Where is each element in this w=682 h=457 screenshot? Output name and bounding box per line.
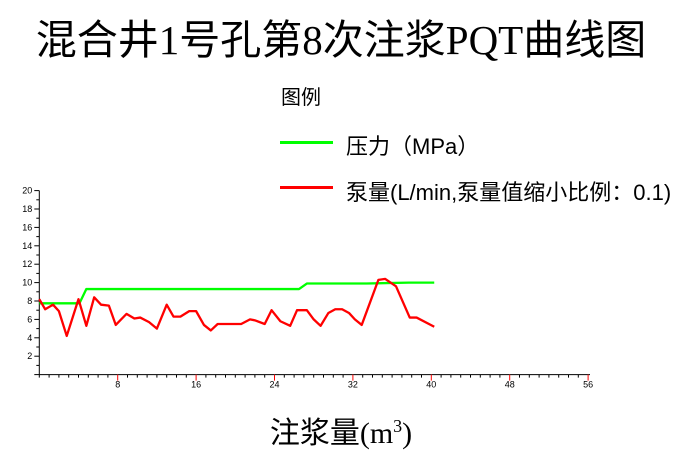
svg-text:4: 4 bbox=[27, 333, 32, 343]
svg-text:2: 2 bbox=[27, 351, 32, 361]
svg-text:6: 6 bbox=[27, 314, 32, 324]
svg-text:24: 24 bbox=[269, 380, 279, 390]
svg-text:40: 40 bbox=[426, 380, 436, 390]
svg-text:12: 12 bbox=[22, 259, 32, 269]
svg-text:48: 48 bbox=[505, 380, 515, 390]
svg-text:10: 10 bbox=[22, 278, 32, 288]
svg-text:20: 20 bbox=[22, 186, 32, 196]
svg-text:14: 14 bbox=[22, 241, 32, 251]
svg-text:8: 8 bbox=[115, 380, 120, 390]
svg-text:32: 32 bbox=[348, 380, 358, 390]
svg-text:8: 8 bbox=[27, 296, 32, 306]
svg-text:56: 56 bbox=[583, 380, 593, 390]
svg-text:18: 18 bbox=[22, 204, 32, 214]
svg-text:16: 16 bbox=[191, 380, 201, 390]
svg-text:16: 16 bbox=[22, 222, 32, 232]
